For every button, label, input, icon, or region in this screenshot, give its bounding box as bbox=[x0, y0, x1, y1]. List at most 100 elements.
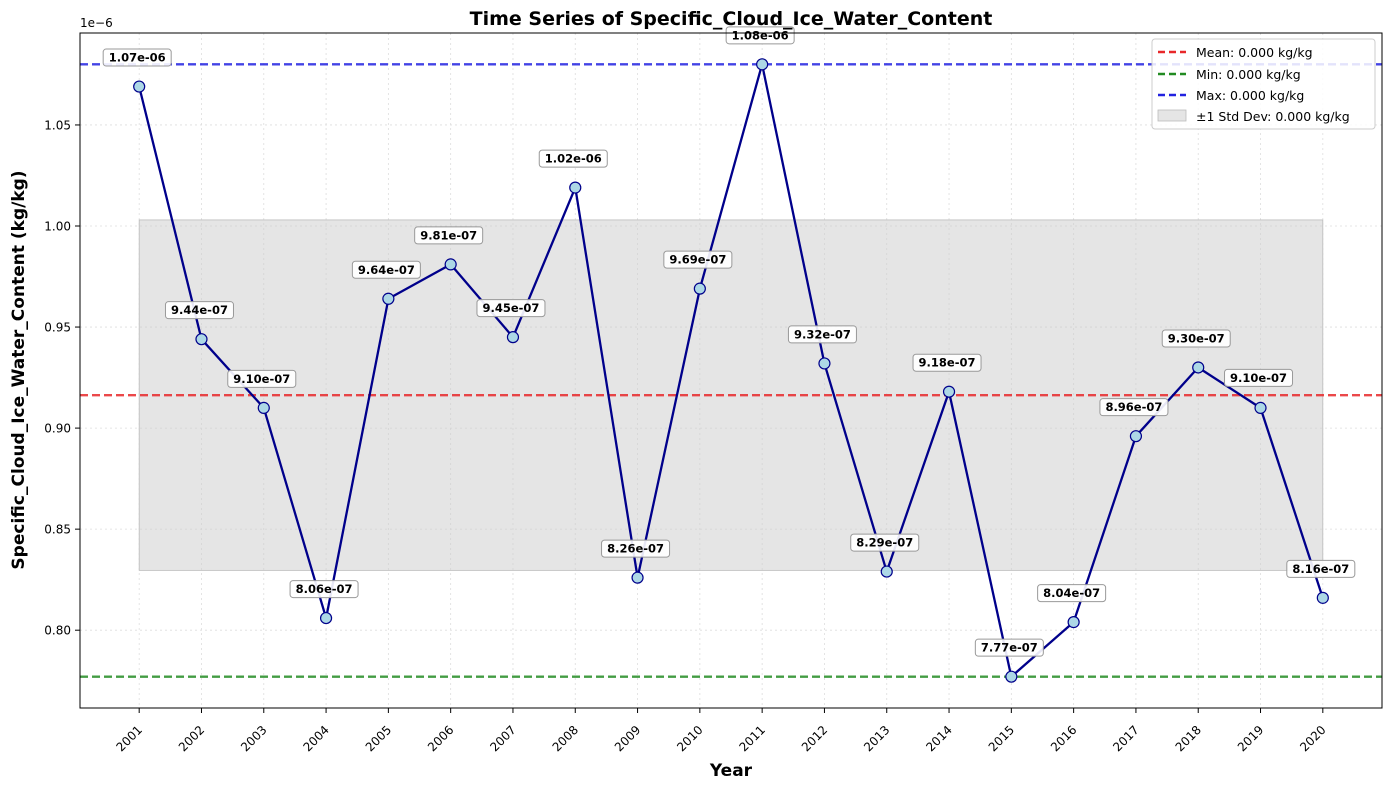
data-label: 1.07e-06 bbox=[109, 51, 166, 65]
data-label: 8.96e-07 bbox=[1105, 400, 1162, 414]
data-label: 8.04e-07 bbox=[1043, 586, 1100, 600]
y-tick-label: 0.85 bbox=[44, 523, 71, 537]
data-label-box bbox=[414, 226, 484, 245]
x-tick-label: 2018 bbox=[1173, 723, 1204, 754]
data-label: 1.08e-06 bbox=[732, 28, 789, 42]
legend-max-label: Max: 0.000 kg/kg bbox=[1196, 88, 1304, 103]
data-label-box bbox=[351, 260, 421, 279]
data-point bbox=[382, 292, 395, 305]
x-tick-label: 2017 bbox=[1110, 723, 1141, 754]
x-tick-label: 2001 bbox=[114, 723, 145, 754]
y-tick-label: 0.90 bbox=[44, 422, 71, 436]
x-tick-label: 2013 bbox=[861, 723, 892, 754]
x-tick-label: 2002 bbox=[176, 723, 207, 754]
y-tick-label: 0.80 bbox=[44, 624, 71, 638]
x-tick-label: 2015 bbox=[986, 723, 1017, 754]
data-point bbox=[569, 181, 582, 194]
data-label: 9.10e-07 bbox=[233, 372, 290, 386]
data-label: 9.18e-07 bbox=[919, 356, 976, 370]
x-axis-label: Year bbox=[709, 761, 753, 781]
data-label: 8.16e-07 bbox=[1292, 562, 1349, 576]
data-label: 9.30e-07 bbox=[1168, 331, 1225, 345]
data-point bbox=[1192, 361, 1205, 374]
data-label-box bbox=[663, 250, 733, 269]
data-label-box bbox=[974, 638, 1044, 657]
legend-min-label: Min: 0.000 kg/kg bbox=[1196, 67, 1301, 82]
x-tick-label: 2004 bbox=[300, 723, 331, 754]
x-tick-label: 2006 bbox=[425, 723, 456, 754]
data-point bbox=[1067, 616, 1080, 629]
x-tick-label: 2011 bbox=[736, 723, 767, 754]
x-tick-label: 2012 bbox=[799, 723, 830, 754]
data-point bbox=[1316, 591, 1329, 604]
data-labels-layer: 1.07e-06 9.44e-07 9.10e-07 8.06e-07 9.64e-07… bbox=[102, 26, 1356, 657]
data-label-box bbox=[1099, 398, 1169, 417]
x-tick-label: 2010 bbox=[674, 723, 705, 754]
data-label-box bbox=[1224, 368, 1294, 387]
data-label: 8.29e-07 bbox=[856, 536, 913, 550]
data-label-box bbox=[1286, 559, 1356, 578]
x-tick-label: 2014 bbox=[923, 723, 954, 754]
series-line bbox=[138, 63, 1324, 678]
data-point bbox=[1254, 401, 1267, 414]
x-axis-ticks: 2001 2002 2003 2004 2005 2006 2007 2008 2009 2010… bbox=[114, 708, 1329, 754]
legend-box bbox=[1151, 38, 1376, 130]
x-tick-label: 2007 bbox=[487, 723, 518, 754]
data-label-box bbox=[538, 149, 608, 168]
x-tick-label: 2019 bbox=[1235, 723, 1266, 754]
legend: Mean: 0.000 kg/kg Min: 0.000 kg/kg Max: … bbox=[1151, 38, 1376, 130]
data-point bbox=[942, 385, 956, 398]
data-label: 9.45e-07 bbox=[482, 301, 539, 315]
data-label-box bbox=[1037, 584, 1107, 603]
y-axis-ticks: 0.80 0.85 0.90 0.95 1.00 1.05 bbox=[44, 118, 80, 638]
data-point bbox=[1129, 430, 1143, 443]
data-point bbox=[444, 258, 457, 271]
data-label-box bbox=[227, 369, 297, 388]
data-label-box bbox=[725, 26, 795, 45]
data-point bbox=[818, 357, 831, 370]
data-label-box bbox=[289, 580, 359, 599]
y-tick-label: 1.00 bbox=[44, 220, 71, 234]
data-point bbox=[257, 401, 270, 414]
data-label-box bbox=[102, 48, 172, 67]
data-label-box bbox=[787, 325, 857, 344]
data-point bbox=[133, 80, 146, 93]
data-label: 8.26e-07 bbox=[607, 542, 664, 556]
chart-title: Time Series of Specific_Cloud_Ice_Water_… bbox=[470, 8, 993, 30]
data-point bbox=[319, 611, 333, 625]
plot-frame bbox=[79, 32, 1383, 709]
legend-std-label: ±1 Std Dev: 0.000 kg/kg bbox=[1196, 109, 1350, 124]
data-point bbox=[693, 282, 706, 295]
data-label: 9.81e-07 bbox=[420, 228, 477, 242]
data-label-box bbox=[476, 299, 546, 318]
x-tick-label: 2020 bbox=[1297, 723, 1328, 754]
data-label: 7.77e-07 bbox=[981, 641, 1038, 655]
legend-mean-label: Mean: 0.000 kg/kg bbox=[1196, 45, 1313, 60]
data-label: 9.32e-07 bbox=[794, 327, 851, 341]
data-label: 9.69e-07 bbox=[669, 253, 726, 267]
data-point bbox=[506, 331, 520, 344]
data-label: 9.44e-07 bbox=[171, 303, 228, 317]
x-tick-label: 2005 bbox=[363, 723, 394, 754]
series-layer bbox=[133, 58, 1329, 683]
data-label-box bbox=[601, 539, 671, 558]
data-label-box bbox=[164, 301, 234, 320]
legend-std-swatch bbox=[1157, 109, 1187, 122]
data-point bbox=[631, 571, 644, 584]
y-tick-label: 1.05 bbox=[44, 118, 71, 132]
data-label: 8.06e-07 bbox=[296, 582, 353, 596]
y-axis-label: Specific_Cloud_Ice_Water_Content (kg/kg) bbox=[9, 170, 29, 569]
y-offset-label: 1e−6 bbox=[80, 16, 113, 30]
data-label-box bbox=[912, 353, 982, 372]
y-tick-label: 0.95 bbox=[44, 321, 71, 335]
x-tick-label: 2016 bbox=[1048, 723, 1079, 754]
data-label: 9.10e-07 bbox=[1230, 371, 1287, 385]
data-point bbox=[195, 333, 208, 346]
data-label-box bbox=[850, 533, 920, 552]
x-tick-label: 2009 bbox=[612, 723, 643, 754]
data-label-box bbox=[1161, 329, 1231, 348]
x-tick-label: 2003 bbox=[238, 723, 269, 754]
x-tick-label: 2008 bbox=[550, 723, 581, 754]
data-point bbox=[1005, 670, 1018, 683]
